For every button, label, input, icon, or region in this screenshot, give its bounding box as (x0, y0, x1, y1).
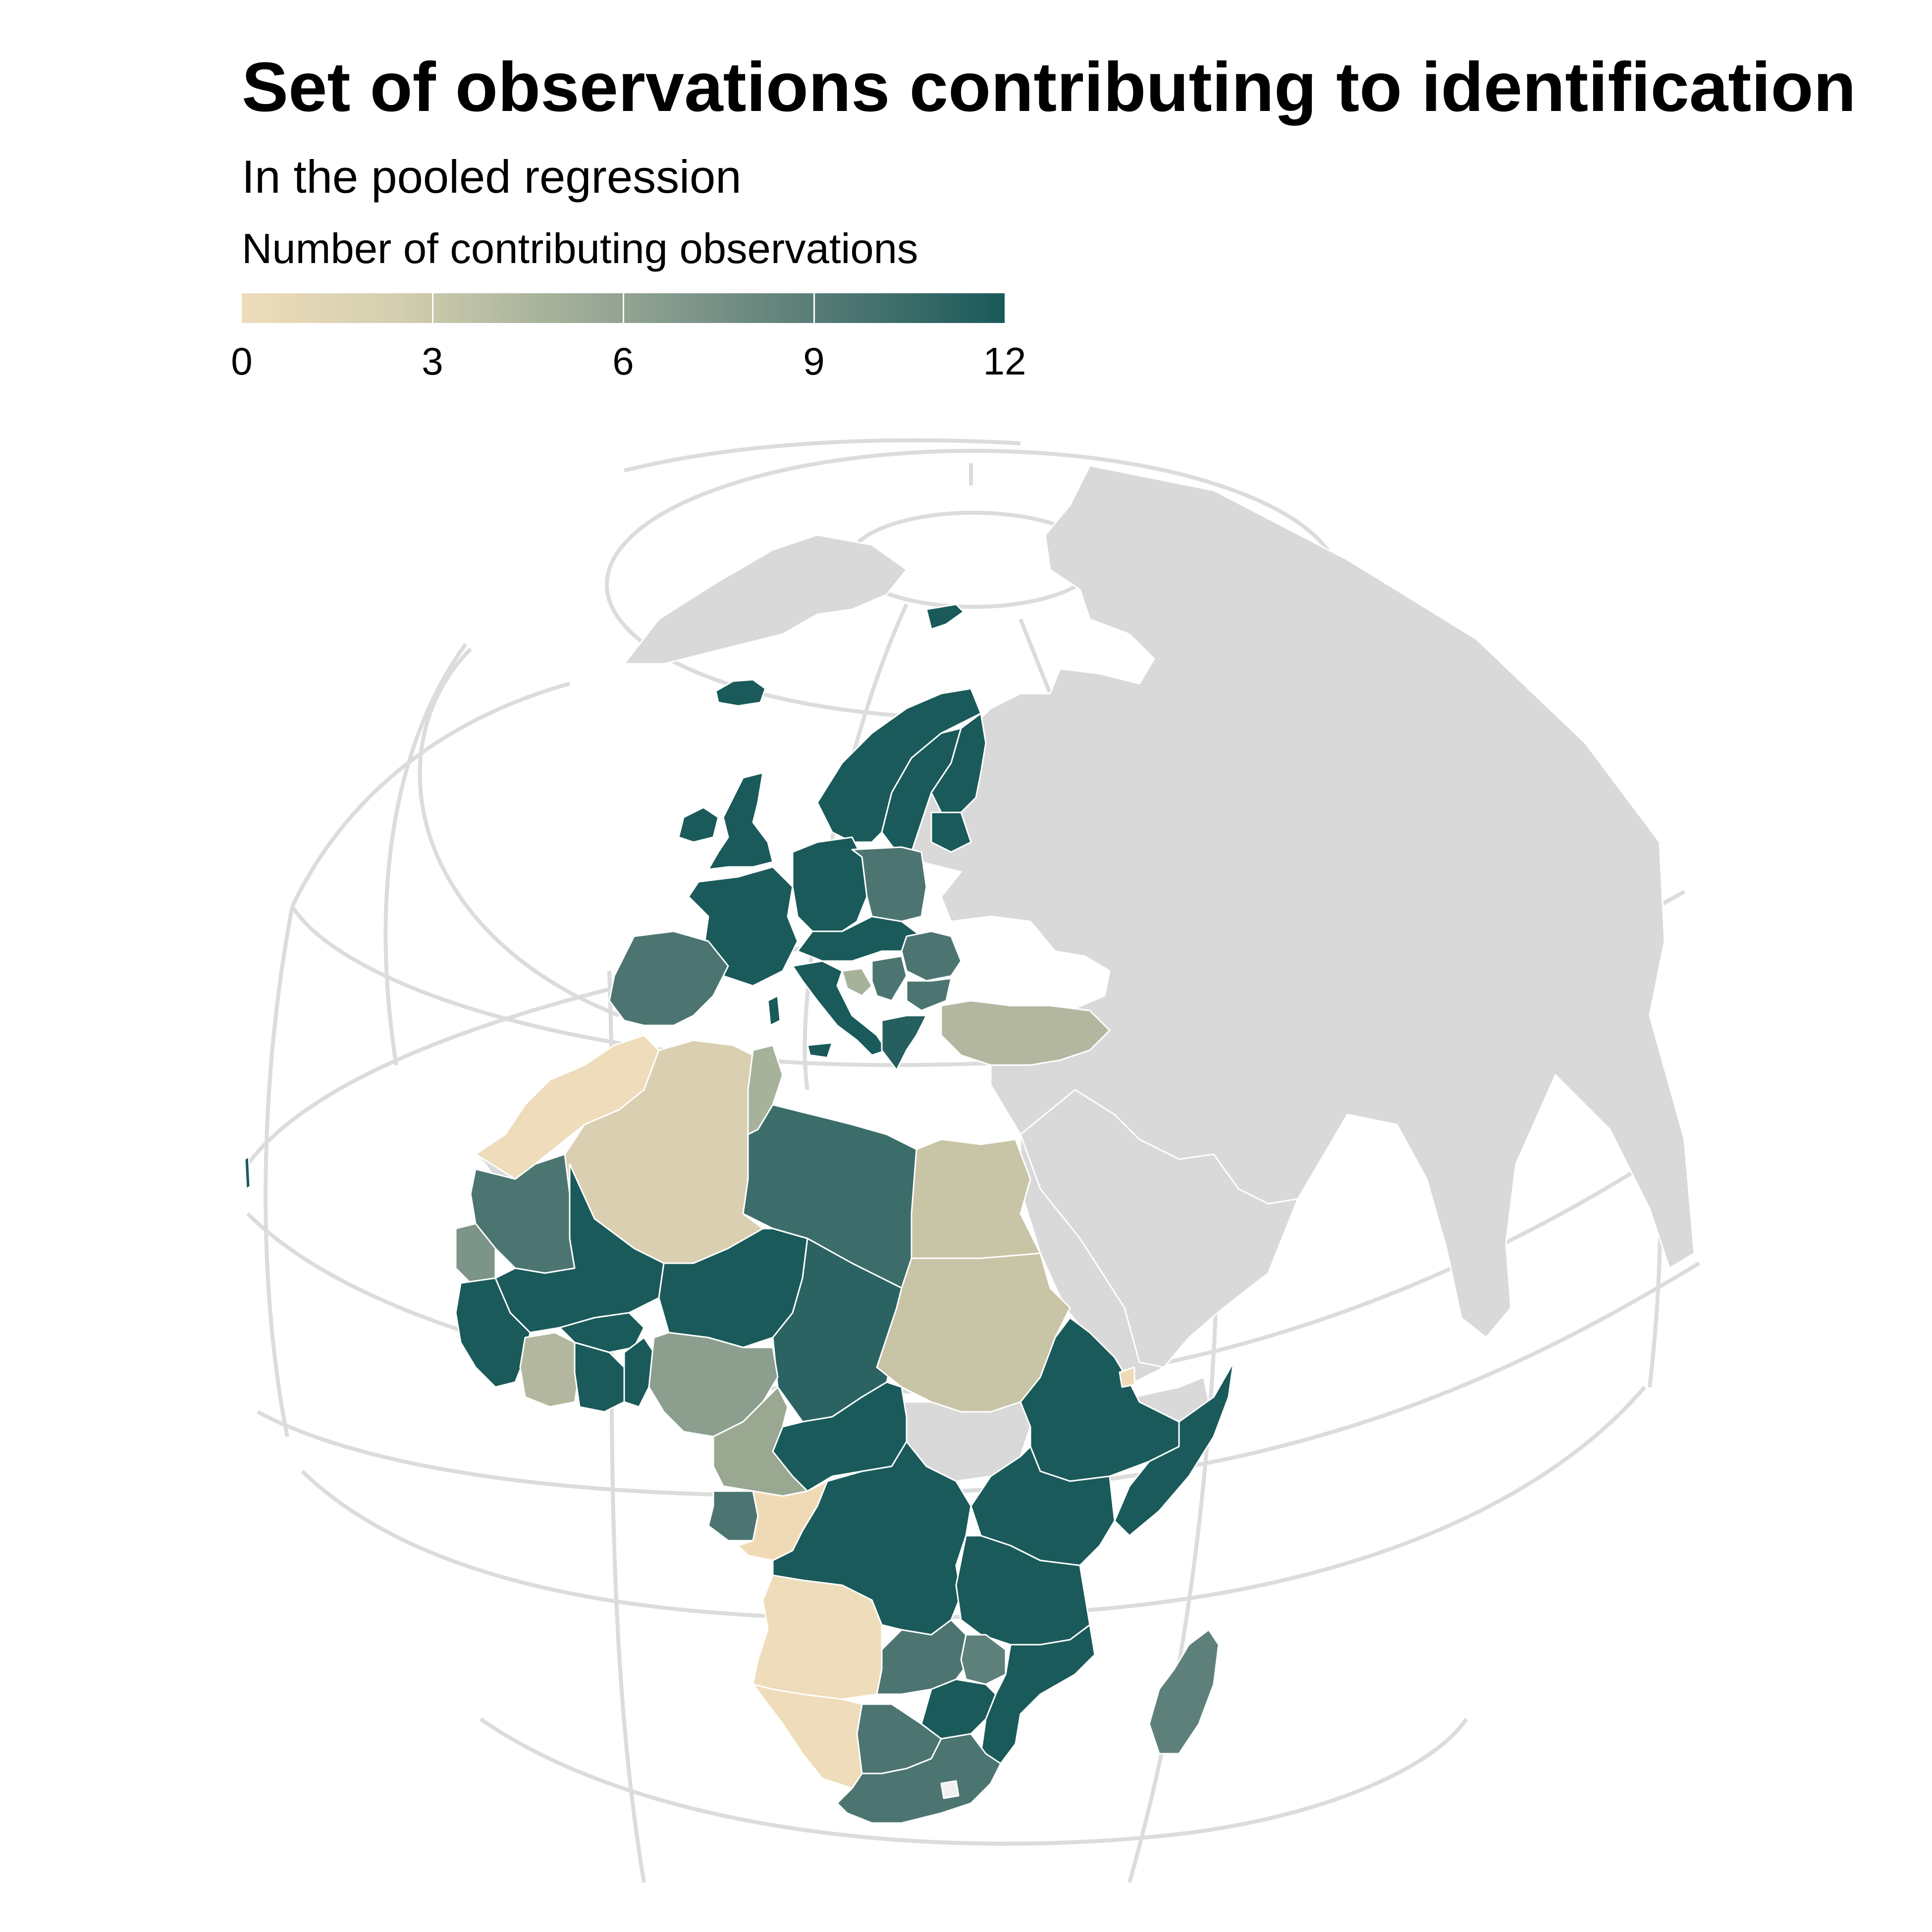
region-lesotho (940, 1780, 960, 1799)
region-greenland (623, 534, 908, 665)
region-baltics (930, 811, 972, 853)
legend-tick-mark (432, 293, 433, 323)
region-germany (792, 836, 868, 932)
region-greece (881, 1015, 927, 1071)
region-west-africa-coast (455, 1277, 531, 1388)
legend-tick-mark (813, 293, 815, 323)
region-sardinia (767, 995, 781, 1026)
region-bulgaria (906, 977, 952, 1012)
region-poland (851, 846, 927, 922)
region-madagascar (1148, 1629, 1220, 1755)
region-gabon (707, 1490, 759, 1542)
region-cape-verde-area (244, 1156, 251, 1190)
region-cote-divoire (519, 1332, 581, 1408)
legend-tick-label: 3 (422, 339, 443, 383)
region-iceland (715, 679, 766, 707)
legend-tick-mark (623, 293, 624, 323)
region-arabia (1020, 1089, 1299, 1368)
chart-title: Set of observations contributing to iden… (242, 48, 1856, 126)
legend-tick-label: 9 (803, 339, 825, 383)
region-sicily (806, 1042, 833, 1059)
region-ireland (678, 806, 719, 843)
region-malawi (960, 1634, 1007, 1685)
legend-colorbar (242, 293, 1005, 323)
region-turkey (940, 1000, 1111, 1066)
chart-subtitle: In the pooled regression (242, 151, 742, 203)
region-serbia (871, 955, 908, 1002)
legend-tick-label: 6 (612, 339, 634, 383)
region-bosnia (841, 967, 873, 997)
legend-title: Number of contributing observations (242, 225, 918, 272)
region-somalia (1114, 1361, 1234, 1537)
region-ghana (574, 1342, 625, 1413)
region-spain (608, 930, 729, 1026)
legend-tick-label: 0 (231, 339, 253, 383)
legend-tick-label: 12 (983, 339, 1026, 383)
region-south-africa (836, 1733, 1002, 1824)
region-namibia (752, 1683, 863, 1789)
region-united-kingdom (707, 772, 774, 870)
region-djibouti (1119, 1366, 1135, 1388)
region-svalbard (925, 603, 965, 630)
region-finland (930, 712, 987, 813)
region-egypt (911, 1138, 1041, 1259)
region-romania (901, 930, 962, 982)
